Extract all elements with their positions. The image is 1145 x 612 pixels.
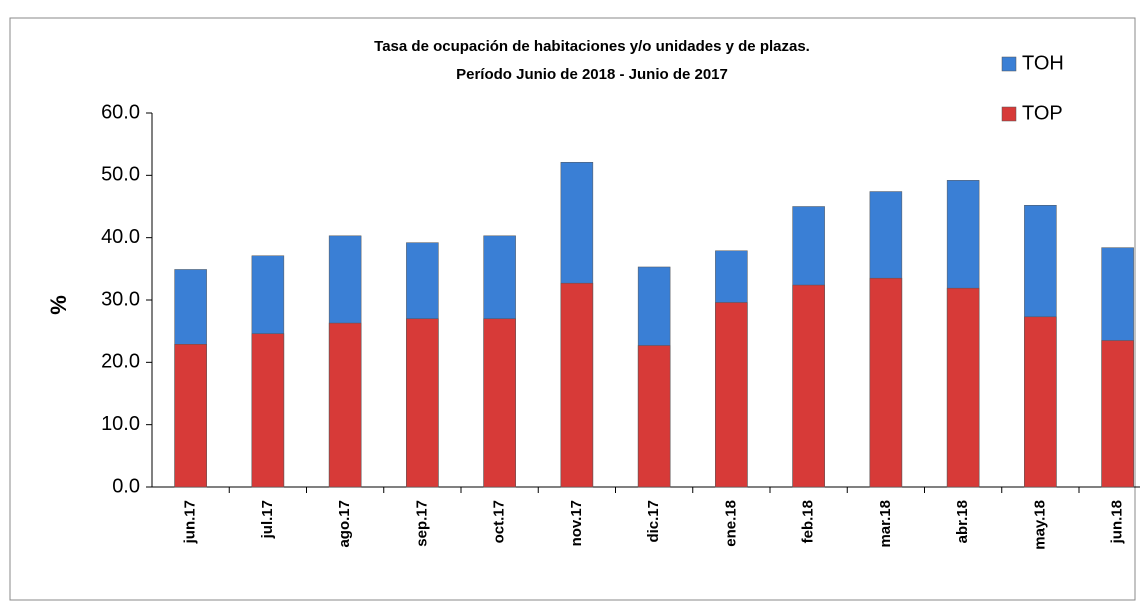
bar bbox=[406, 318, 439, 488]
chart-title: Tasa de ocupación de habitaciones y/o un… bbox=[374, 38, 810, 55]
bar bbox=[792, 284, 825, 488]
bar bbox=[560, 282, 594, 488]
y-tick-label: 0.0 bbox=[112, 475, 140, 497]
x-tick-label: mar.18 bbox=[877, 500, 894, 548]
y-tick-label: 40.0 bbox=[101, 226, 140, 248]
x-tick-label: oct.17 bbox=[491, 500, 508, 543]
bar bbox=[1024, 316, 1057, 488]
y-tick-label: 10.0 bbox=[101, 413, 140, 435]
y-tick-label: 50.0 bbox=[101, 164, 140, 186]
legend-label: TOP bbox=[1022, 102, 1063, 124]
legend-swatch bbox=[1001, 56, 1017, 72]
legend-label: TOH bbox=[1022, 52, 1064, 74]
bar bbox=[946, 287, 980, 488]
bar bbox=[483, 318, 516, 488]
x-tick-label: nov.17 bbox=[568, 500, 585, 546]
bar bbox=[869, 277, 903, 488]
x-tick-label: ene.18 bbox=[722, 500, 739, 547]
chart-frame bbox=[9, 17, 1136, 601]
x-tick-label: dic.17 bbox=[645, 500, 662, 543]
chart-subtitle: Período Junio de 2018 - Junio de 2017 bbox=[456, 66, 728, 83]
bar bbox=[174, 344, 207, 488]
bar bbox=[328, 322, 362, 488]
x-tick-label: sep.17 bbox=[413, 500, 430, 547]
y-tick-label: 20.0 bbox=[101, 351, 140, 373]
bar bbox=[715, 302, 748, 488]
bar bbox=[251, 333, 285, 488]
bar bbox=[1101, 340, 1134, 488]
x-tick-label: jul.17 bbox=[259, 500, 276, 539]
y-tick-label: 60.0 bbox=[101, 101, 140, 123]
y-tick-label: 30.0 bbox=[101, 288, 140, 310]
x-tick-label: may.18 bbox=[1031, 500, 1048, 550]
x-tick-label: feb.18 bbox=[800, 500, 817, 543]
legend-swatch bbox=[1001, 106, 1017, 122]
x-tick-label: abr.18 bbox=[954, 500, 971, 543]
x-tick-label: ago.17 bbox=[336, 500, 353, 548]
bar bbox=[637, 345, 671, 488]
x-tick-label: jun.17 bbox=[182, 500, 199, 544]
y-axis-label: % bbox=[46, 295, 71, 315]
x-tick-label: jun.18 bbox=[1109, 500, 1126, 544]
